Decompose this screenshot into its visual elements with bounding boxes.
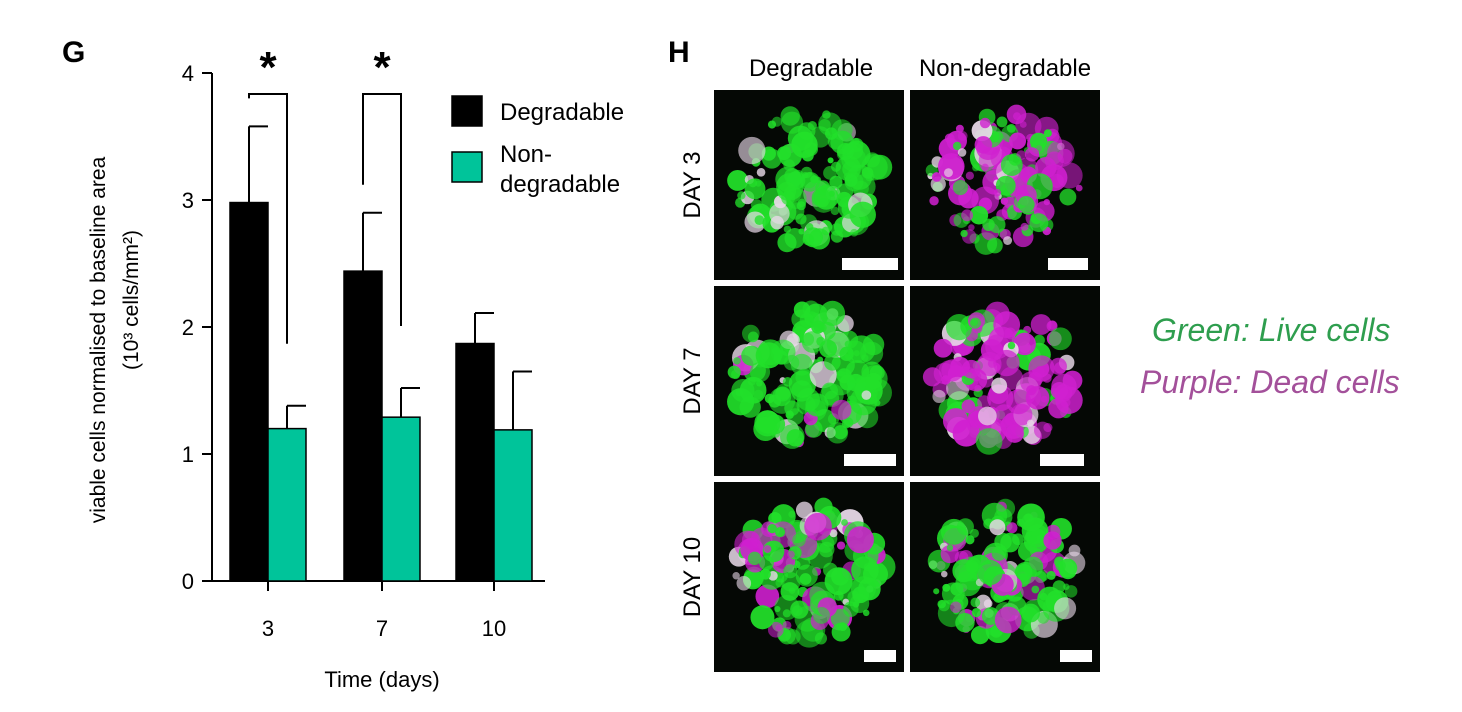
micrograph-non-degradable-day-7	[910, 286, 1100, 476]
scale-bar	[842, 258, 898, 270]
micrograph-image	[727, 300, 892, 449]
x-tick-label: 10	[482, 616, 506, 641]
scale-bar	[844, 454, 896, 466]
scale-bar	[1040, 454, 1084, 466]
micrograph-image	[922, 301, 1083, 455]
bar	[381, 416, 421, 582]
legend-swatch-non-degradable	[451, 151, 483, 183]
significance-bracket	[248, 93, 288, 344]
y-axis-unit-label: (10³ cells/mm²)	[120, 230, 143, 370]
row-label-day-10: DAY 10	[679, 536, 706, 618]
x-axis-label: Time (days)	[324, 667, 439, 692]
y-tick-label: 3	[182, 188, 194, 213]
dead-cells-legend: Purple: Dead cells	[1140, 364, 1400, 400]
panel-label-g: G	[62, 36, 86, 69]
panel-label-h: H	[668, 36, 690, 69]
significance-bracket	[362, 93, 402, 326]
x-tick-label: 7	[376, 616, 388, 641]
row-label-day-3: DAY 3	[679, 151, 706, 219]
micrograph-non-degradable-day-3	[910, 90, 1100, 280]
micrograph-degradable-day-7	[714, 286, 904, 476]
legend-swatch-degradable	[451, 95, 483, 127]
bar	[229, 201, 269, 582]
row-label-day-7: DAY 7	[679, 347, 706, 415]
significance-star: *	[259, 43, 277, 92]
y-tick-label: 4	[182, 61, 194, 86]
x-tick-label: 3	[262, 616, 274, 641]
legend-label-non-degradable-line1: Non-	[500, 141, 552, 168]
legend-label-degradable: Degradable	[500, 99, 624, 126]
micrograph-image	[925, 104, 1083, 255]
micrograph-degradable-day-3	[714, 90, 904, 280]
legend-label-non-degradable-line2: degradable	[500, 171, 620, 198]
bar-chart: 0 1 2 3 4 3 7 10 Time (days) viable cells normali…	[87, 43, 624, 692]
scale-bar	[1048, 258, 1088, 270]
y-axis-label: viable cells normalised to baseline area	[87, 156, 110, 523]
bar	[343, 270, 383, 582]
micrograph-degradable-day-10	[714, 482, 904, 672]
micrograph-non-degradable-day-10	[910, 482, 1100, 672]
bar	[267, 427, 307, 582]
bar	[455, 342, 495, 582]
y-tick-label: 2	[182, 315, 194, 340]
column-header-non-degradable: Non-degradable	[918, 55, 1092, 82]
y-tick-label: 1	[182, 442, 194, 467]
column-header-degradable: Degradable	[748, 55, 874, 82]
y-tick-label: 0	[182, 569, 194, 594]
scale-bar	[864, 650, 896, 662]
micrograph-image	[728, 497, 896, 648]
scale-bar	[1060, 650, 1092, 662]
significance-star: *	[373, 43, 391, 92]
micrograph-image	[927, 498, 1086, 645]
bar	[493, 429, 533, 582]
micrograph-image	[727, 106, 893, 253]
live-cells-legend: Green: Live cells	[1152, 312, 1391, 348]
